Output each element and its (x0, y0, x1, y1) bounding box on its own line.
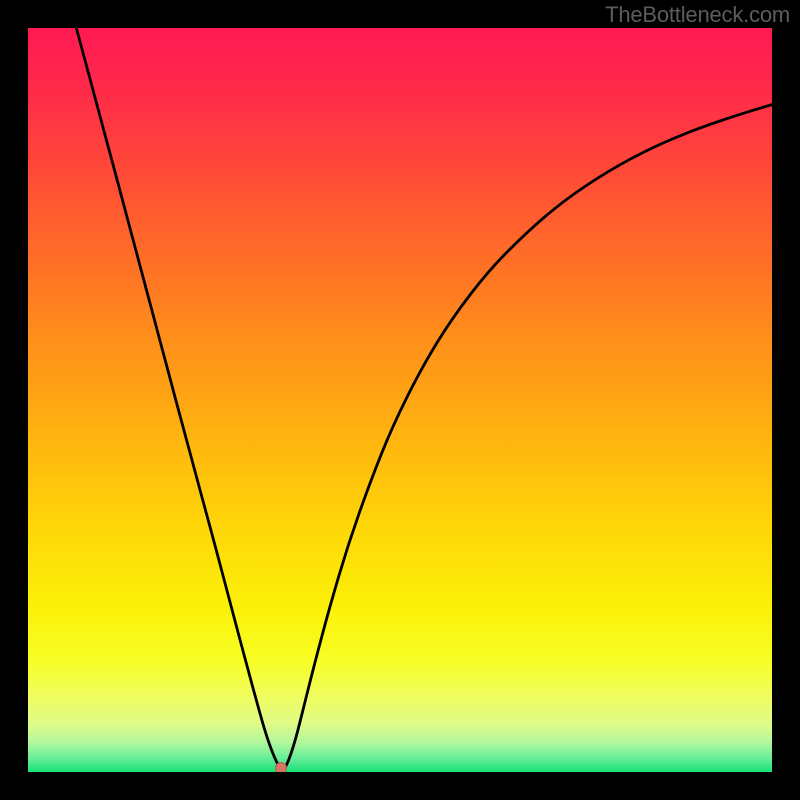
plot-area (28, 28, 772, 772)
minimum-marker (275, 762, 287, 772)
watermark-text: TheBottleneck.com (605, 2, 790, 28)
curve-line (28, 28, 772, 772)
